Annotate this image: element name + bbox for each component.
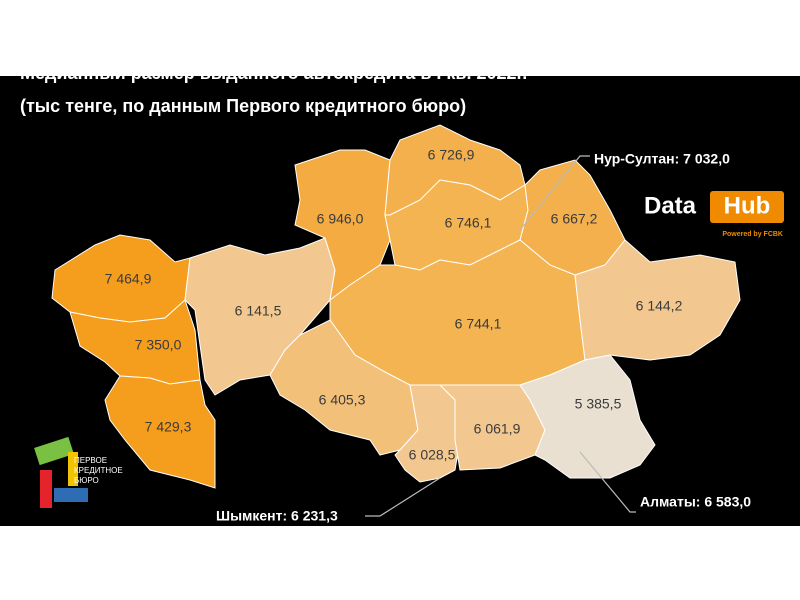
regions: 7 464,9 7 350,0 7 429,3 6 141,5 6 946,0 6 726…: [51, 124, 741, 489]
logo-powered: Powered by FCBK: [722, 231, 783, 238]
region-value: 7 464,9: [105, 271, 152, 287]
region-value: 6 667,2: [551, 211, 598, 227]
region-value: 6 061,9: [474, 421, 521, 437]
region-value: 5 385,5: [575, 396, 622, 412]
logo-shape: [68, 452, 78, 486]
region-value: 7 350,0: [135, 337, 182, 353]
callout-label: Нур-Султан: 7 032,0: [594, 151, 730, 167]
callout-label: Шымкент: 6 231,3: [216, 508, 338, 524]
region-value: 7 429,3: [145, 419, 192, 435]
callout-line: [579, 451, 636, 513]
logo-data: Data: [644, 192, 697, 219]
region: [519, 354, 656, 479]
callout-lines: [365, 155, 636, 517]
logo-shape: [40, 470, 52, 508]
logo-hub: Hub: [724, 192, 771, 219]
region: [104, 375, 216, 489]
region-value: 6 141,5: [235, 303, 282, 319]
callout-line: [365, 477, 441, 517]
region-value: 6 744,1: [455, 316, 502, 332]
logo-box: [710, 191, 784, 223]
title: Медианный размер выданного автокредита в…: [20, 63, 527, 83]
logo-shape: [34, 436, 74, 466]
region-value: 6 405,3: [319, 392, 366, 408]
subtitle: (тыс тенге, по данным Первого кредитного…: [20, 96, 466, 116]
callout-line: [519, 155, 590, 231]
datahub-logo: Data Hub Powered by FCBK: [644, 191, 784, 238]
callout-label: Алматы: 6 583,0: [640, 494, 751, 510]
region-value: 6 144,2: [636, 298, 683, 314]
bureau-logo: ПЕРВОЕ КРЕДИТНОЕ БЮРО: [34, 436, 123, 508]
region-value: 6 726,9: [428, 147, 475, 163]
region-value: 6 746,1: [445, 215, 492, 231]
logo-text: БЮРО: [74, 476, 99, 485]
region-value: 6 028,5: [409, 447, 456, 463]
region-value: 6 946,0: [317, 211, 364, 227]
logo-text: КРЕДИТНОЕ: [74, 466, 123, 475]
logo-text: ПЕРВОЕ: [74, 456, 107, 465]
logo-shape: [54, 488, 88, 502]
